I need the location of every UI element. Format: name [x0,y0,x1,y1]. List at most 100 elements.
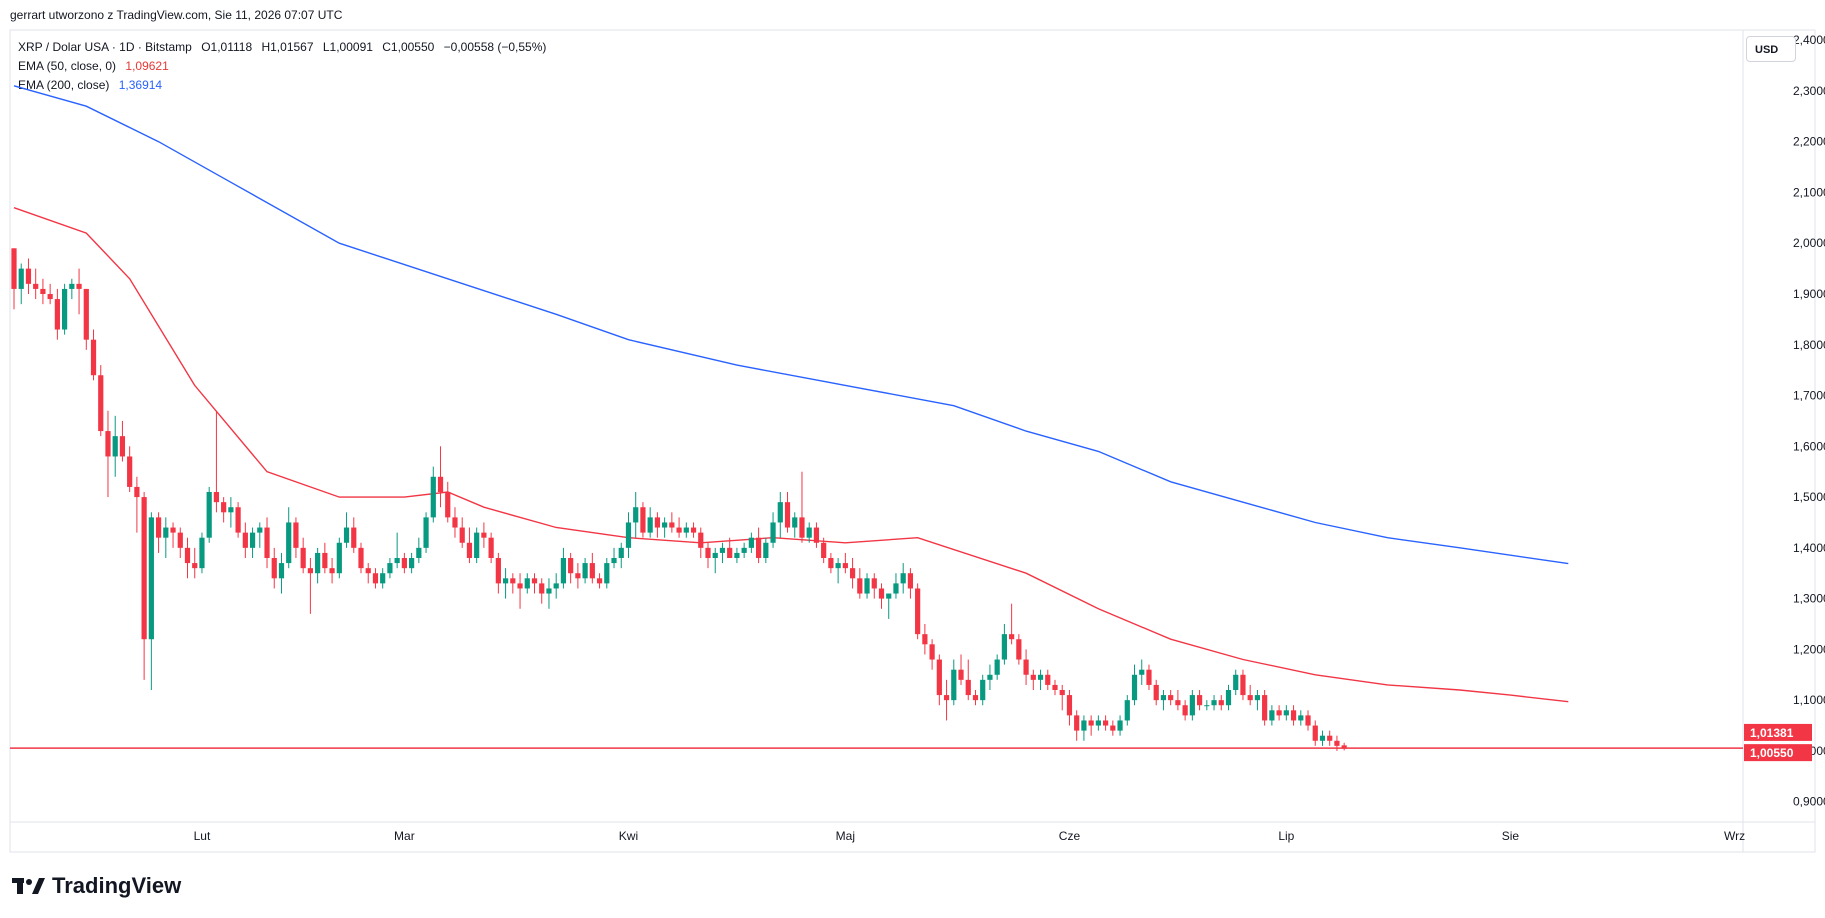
candle [980,674,986,706]
candle [1074,710,1080,741]
candle [1211,695,1217,711]
currency-button[interactable]: USD [1746,36,1796,62]
candle-body [1124,700,1130,721]
candle-body [1045,674,1051,685]
candle [756,527,762,564]
candle [611,547,617,569]
candle [141,492,147,680]
price-tick-label: 2,00000 [1793,236,1825,250]
candle-body [380,573,386,584]
candle [271,547,277,589]
candle-body [987,674,993,680]
candle [25,258,32,294]
candle [76,268,82,315]
candle [1218,695,1224,711]
candle [452,507,458,538]
candle [784,492,791,533]
candle [893,573,899,599]
candle [358,542,364,574]
candle-body [1196,695,1203,706]
candle [155,512,162,553]
candle-body [849,568,856,579]
price-label-bg [1744,744,1812,762]
candle [1088,715,1094,736]
candle-body [741,547,747,553]
candle [936,654,942,706]
candle-body [900,573,906,584]
candle [249,527,256,558]
candle [907,568,914,599]
candle [727,537,733,558]
price-label-text: 1,01381 [1750,726,1794,740]
candle [47,283,53,305]
candle-body [134,486,140,498]
tradingview-logo[interactable]: TradingView [12,873,181,899]
candle-body [915,588,921,635]
candle-body [517,583,523,589]
candle [98,365,104,437]
candle-body [546,588,552,594]
candle-body [878,588,885,599]
candle-body [235,507,241,533]
candle [409,552,415,574]
candle-body [539,583,545,594]
brand-name: TradingView [52,873,182,898]
candle [1168,690,1174,706]
candle [1037,669,1044,690]
candle [264,517,270,569]
candle-body [242,532,248,548]
candle [307,558,313,614]
candle [1059,684,1065,711]
candle-body [343,527,350,543]
candle [163,517,169,558]
price-tick-label: 1,10000 [1793,693,1825,707]
candle-body [466,542,473,558]
candle-body [452,517,458,528]
candle-body [1066,695,1073,716]
candle-body [430,476,436,518]
candle [1030,669,1036,690]
candle [510,573,516,594]
candle-body [228,507,234,513]
candle-body [25,268,32,284]
candle [365,563,371,584]
candle [719,542,726,564]
candle [1290,705,1297,726]
candle [1262,690,1268,726]
candle-body [821,542,827,558]
candle [119,420,126,462]
candle-body [54,299,60,330]
candle-body [1233,674,1239,690]
candle [387,558,393,579]
candle [763,537,769,564]
candle [1298,710,1304,726]
candle [90,329,97,381]
candle-body [705,547,711,558]
candle-body [640,507,646,533]
candle [871,573,877,599]
time-tick-label: Wrz [1724,829,1745,843]
candle-body [1341,745,1347,749]
candle [835,558,841,584]
ema50-label[interactable]: EMA (50, close, 0) [18,59,117,73]
candle [546,578,552,609]
candle-body [1074,715,1080,731]
candle-body [1016,639,1022,660]
candle-body [625,522,632,548]
candle-body [647,517,653,533]
candle [929,639,935,670]
candle [1182,700,1188,721]
candle-body [828,558,834,569]
candle [437,446,444,508]
symbol-label[interactable]: XRP / Dolar USA · 1D · Bitstamp [18,40,192,54]
candle [849,558,856,589]
candle [1110,720,1116,736]
candle-body [502,578,509,584]
ema50-value: 1,09621 [125,59,169,73]
candle-body [1110,725,1116,731]
ema200-label[interactable]: EMA (200, close) [18,78,110,92]
price-tick-label: 2,10000 [1793,185,1825,199]
time-tick-label: Mar [394,829,415,843]
candle-body [409,558,415,569]
